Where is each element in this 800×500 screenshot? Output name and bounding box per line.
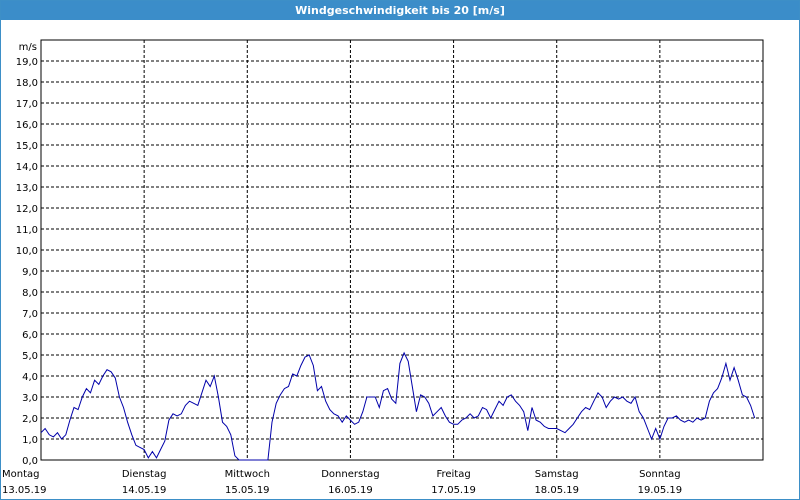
y-tick-label: 1,0 xyxy=(22,435,38,446)
x-tick-date-label: 18.05.19 xyxy=(534,485,579,496)
x-axis-ticks: Montag 13.05.19 Dienstag 14.05.19 Mittwoch 15… xyxy=(2,469,682,496)
x-tick-day-label: Freitag xyxy=(436,469,470,480)
x-tick-day-label: Sonntag xyxy=(639,469,681,480)
x-tick-date-label: 19.05.19 xyxy=(638,485,683,496)
window-title: Windgeschwindigkeit bis 20 [m/s] xyxy=(1,1,799,20)
x-tick-day-label: Mittwoch xyxy=(225,469,270,480)
x-tick-day-label: Donnerstag xyxy=(321,469,379,480)
y-tick-label: 2,0 xyxy=(22,414,38,425)
y-tick-label: 7,0 xyxy=(22,309,38,320)
x-tick-day-label: Dienstag xyxy=(122,469,167,480)
y-tick-label: 3,0 xyxy=(22,393,38,404)
y-tick-label: 4,0 xyxy=(22,372,38,383)
x-tick-date-label: 17.05.19 xyxy=(431,485,476,496)
y-axis-ticks: 0,0 1,0 2,0 3,0 4,0 5,0 6,0 7,0 8,0 9,0 10,0 11,0 12… xyxy=(16,57,38,467)
wind-speed-series-line xyxy=(40,351,756,461)
y-tick-label: 5,0 xyxy=(22,351,38,362)
y-tick-label: 10,0 xyxy=(16,246,38,257)
x-tick-date-label: 15.05.19 xyxy=(225,485,270,496)
y-tick-label: 14,0 xyxy=(16,162,38,173)
x-tick-date-label: 16.05.19 xyxy=(328,485,373,496)
y-tick-label: 19,0 xyxy=(16,57,38,68)
y-tick-label: 17,0 xyxy=(16,99,38,110)
wind-speed-chart: m/s 0,0 1,0 2,0 3,0 4,0 5,0 6,0 7,0 8,0 9,0 10,0 11… xyxy=(2,39,764,496)
x-tick-day-label: Samstag xyxy=(535,469,579,480)
y-tick-label: 9,0 xyxy=(22,267,38,278)
y-axis-unit-label: m/s xyxy=(19,42,37,53)
grid-lines xyxy=(41,40,763,460)
series-layer xyxy=(40,351,756,461)
y-tick-label: 11,0 xyxy=(16,225,38,236)
y-tick-label: 0,0 xyxy=(22,456,38,467)
y-tick-label: 15,0 xyxy=(16,141,38,152)
y-tick-label: 12,0 xyxy=(16,204,38,215)
y-tick-label: 16,0 xyxy=(16,120,38,131)
y-tick-label: 13,0 xyxy=(16,183,38,194)
x-tick-date-label: 13.05.19 xyxy=(2,485,47,496)
y-tick-label: 8,0 xyxy=(22,288,38,299)
x-tick-day-label: Montag xyxy=(2,469,39,480)
y-tick-label: 6,0 xyxy=(22,330,38,341)
y-tick-label: 18,0 xyxy=(16,78,38,89)
x-tick-date-label: 14.05.19 xyxy=(122,485,167,496)
